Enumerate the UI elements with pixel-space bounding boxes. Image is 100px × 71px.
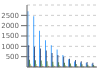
svg-text:500: 500 (8, 53, 19, 61)
svg-text:1500: 1500 (8, 32, 19, 40)
svg-text:2500: 2500 (8, 12, 19, 20)
svg-text:2000: 2000 (8, 22, 19, 30)
svg-text:1000: 1000 (8, 43, 19, 51)
